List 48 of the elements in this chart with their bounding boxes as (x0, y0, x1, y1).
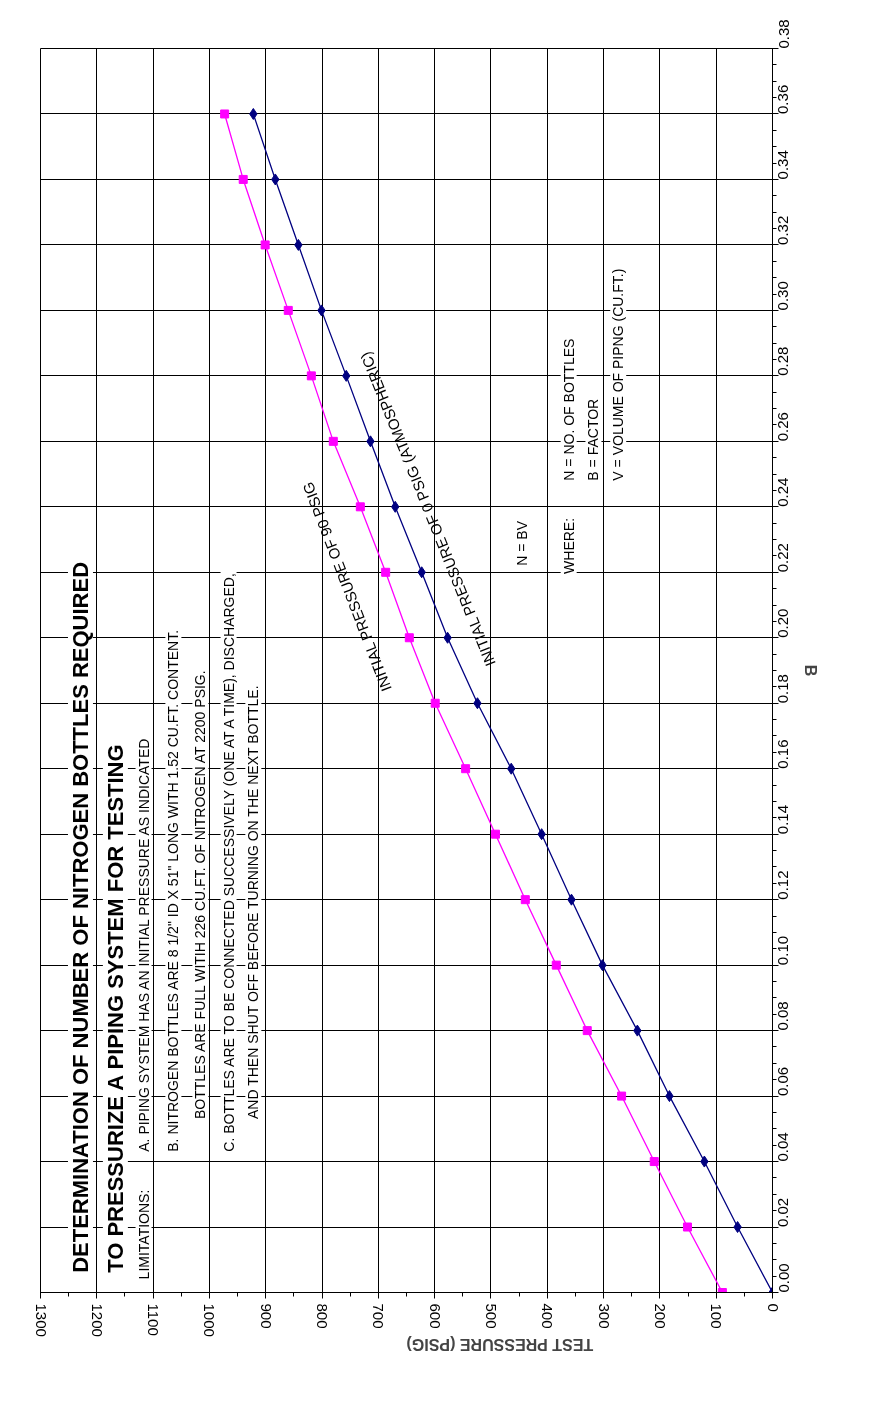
x-tick-label: 500 (482, 1303, 500, 1329)
annotation: WHERE: (560, 517, 577, 574)
y-tick-label: 0.00 (774, 1263, 792, 1293)
x-tick-label: 1100 (145, 1303, 163, 1336)
y-tick-label: 0.06 (774, 1066, 792, 1097)
y-tick-label: 0.14 (774, 804, 792, 835)
x-tick-label: 300 (595, 1303, 613, 1329)
y-tick-label: 0.32 (774, 215, 792, 245)
x-tick-label: 100 (708, 1303, 726, 1329)
text: DETERMINATION OF NUMBER OF NITROGEN BOTTLES REQUIRED TO PRESSURIZE A PIPING SYSTEM FOR TESTING (67, 561, 128, 1273)
x-tick-label: 1300 (32, 1303, 50, 1337)
x-tick-label: 600 (426, 1303, 444, 1329)
y-tick-label: 0.20 (774, 608, 792, 638)
y-tick-label: 0.30 (774, 281, 792, 311)
y-tick-label: 0.02 (774, 1197, 792, 1228)
annotation: BOTTLES ARE FULL WITIH 226 CU.FT. OF NITROGEN AT 2200 PSIG. (192, 670, 209, 1119)
x-tick-label: 700 (370, 1303, 388, 1329)
x-tick-label: 0 (764, 1303, 782, 1312)
annotation: B. NITROGEN BOTTLES ARE 8 1/2" ID X 51" LONG WITH 1.52 CU.FT. CONTENT. (165, 629, 182, 1152)
y-tick-label: 0.04 (774, 1132, 792, 1162)
y-tick-label: 0.38 (774, 19, 792, 49)
y-tick-label: 0.18 (774, 674, 792, 704)
annotation: C. BOTTLES ARE TO BE CONNECTED SUCCESSIVELY (ONE AT A TIME), DISCHARGED, (220, 573, 237, 1152)
y-tick-label: 0.36 (774, 84, 792, 114)
y-tick-label: 0.22 (774, 543, 792, 573)
annotation: A. PIPING SYSTEM HAS AN INITIAL PRESSURE AS INDICATED (135, 738, 152, 1152)
x-axis-title: TEST PRESSURE (PSIG) (406, 1336, 594, 1354)
y-axis-title: B (801, 664, 819, 677)
y-tick-label: 0.12 (774, 870, 792, 900)
annotation: N = NO. OF BOTTLES (560, 338, 577, 481)
annotation: V = VOLUME OF PIPNG (CU.FT.) (610, 268, 627, 481)
x-tick-label: 900 (257, 1303, 275, 1329)
y-tick-label: 0.16 (774, 739, 792, 769)
y-tick-label: 0.28 (774, 346, 792, 376)
x-tick-label: 400 (539, 1303, 557, 1329)
y-tick-label: 0.10 (774, 935, 792, 966)
x-tick-label: 200 (651, 1303, 669, 1329)
x-tick-label: 1200 (88, 1303, 106, 1337)
y-tick-label: 0.34 (774, 150, 792, 180)
x-tick-label: 1000 (201, 1303, 219, 1337)
annotation: N = BV (514, 520, 531, 566)
x-tick-label: 800 (314, 1303, 332, 1329)
annotation: AND THEN SHUT OFF BEFORE TURNING ON THE NEXT BOTTLE. (245, 685, 262, 1119)
y-tick-label: 0.24 (774, 477, 792, 507)
y-tick-label: 0.08 (774, 1001, 792, 1031)
annotation: LIMITATIONS: (135, 1189, 152, 1280)
annotation: B = FACTOR (585, 398, 602, 481)
y-tick-label: 0.26 (774, 412, 792, 442)
